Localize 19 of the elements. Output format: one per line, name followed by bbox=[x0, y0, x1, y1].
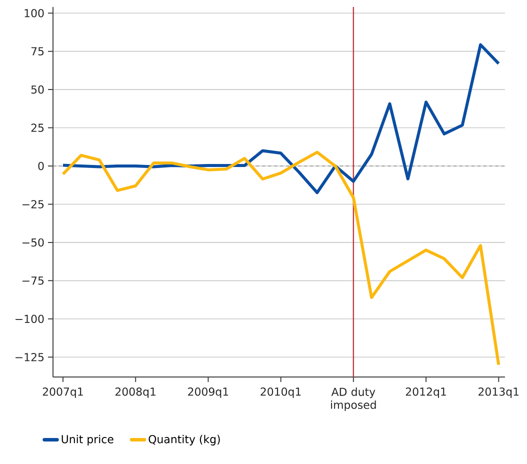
x-tick-label: 2007q1 bbox=[42, 388, 83, 398]
x-tick-label: 2008q1 bbox=[115, 388, 156, 398]
y-tick-label: 100 bbox=[24, 8, 44, 18]
y-tick-label: −50 bbox=[22, 238, 44, 247]
legend-label: Quantity (kg) bbox=[148, 434, 220, 446]
x-tick-label: 2012q1 bbox=[406, 388, 446, 398]
y-tick-label: 75 bbox=[31, 47, 44, 56]
y-tick-label: −100 bbox=[16, 314, 44, 324]
y-tick-label: 0 bbox=[38, 162, 44, 170]
y-tick-label: −125 bbox=[16, 352, 44, 362]
y-tick-label: 25 bbox=[31, 124, 44, 132]
x-tick-label: AD duty imposed bbox=[331, 387, 376, 412]
x-tick-label: 2013q1 bbox=[478, 388, 519, 398]
y-tick-label: −75 bbox=[22, 276, 44, 285]
legend-label: Unit price bbox=[62, 434, 114, 446]
x-tick-label: 2009q1 bbox=[188, 388, 228, 398]
y-tick-label: 50 bbox=[31, 85, 44, 94]
x-tick-label: 2010q1 bbox=[260, 388, 301, 398]
y-tick-label: −25 bbox=[22, 200, 44, 208]
